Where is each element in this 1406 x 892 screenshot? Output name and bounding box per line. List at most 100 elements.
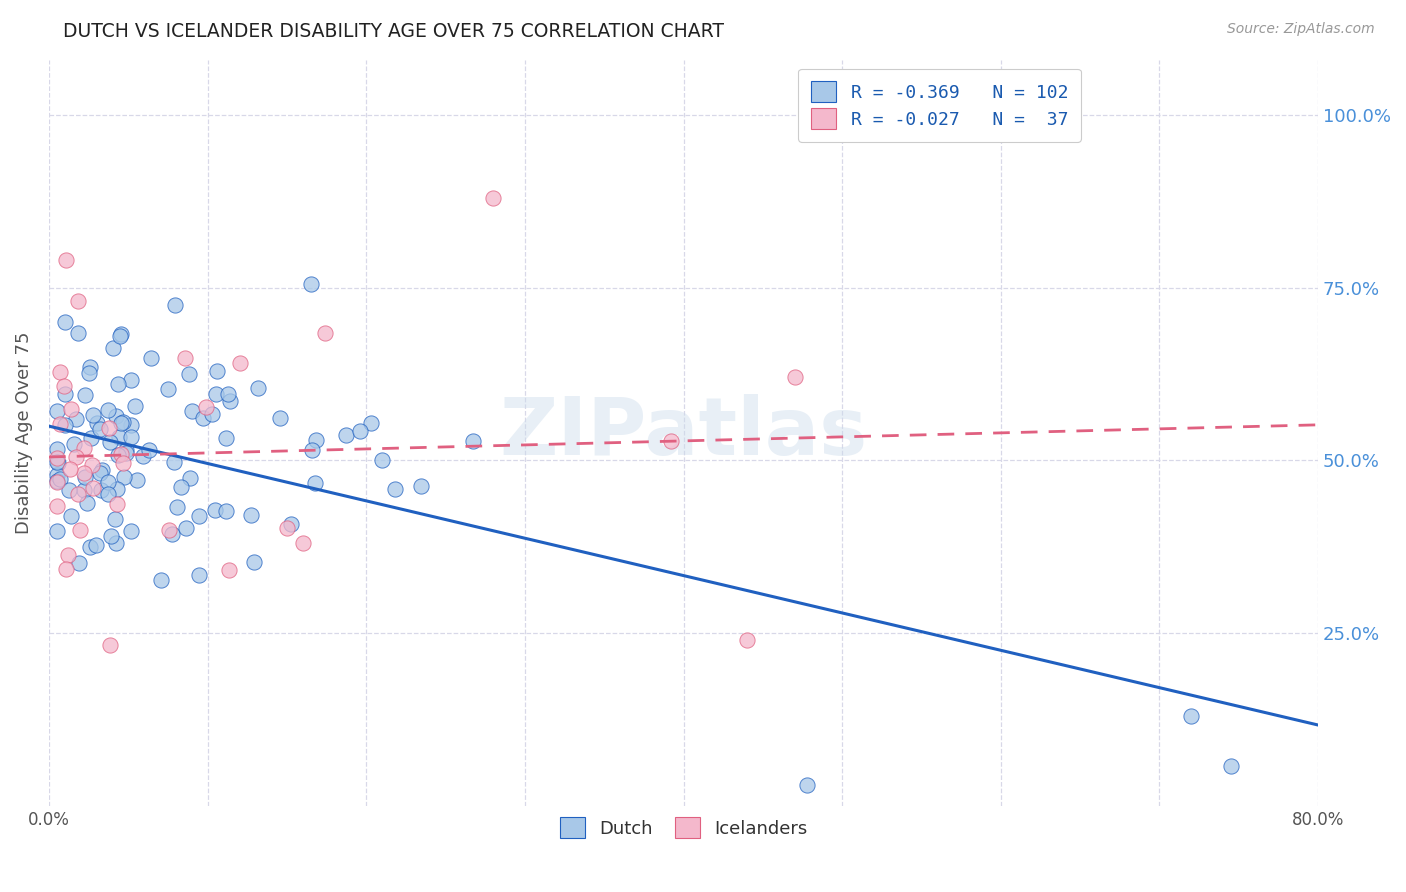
Point bbox=[115, 446, 138, 460]
Point bbox=[100, 529, 122, 543]
Point bbox=[112, 470, 135, 484]
Point bbox=[121, 524, 143, 539]
Point bbox=[101, 341, 124, 355]
Point bbox=[73, 441, 96, 455]
Point bbox=[79, 540, 101, 554]
Point bbox=[67, 556, 90, 570]
Point bbox=[86, 416, 108, 430]
Point bbox=[215, 504, 238, 518]
Point bbox=[67, 326, 90, 340]
Point bbox=[45, 524, 67, 538]
Point bbox=[104, 536, 127, 550]
Point bbox=[411, 479, 433, 493]
Point bbox=[360, 416, 382, 430]
Point bbox=[49, 365, 72, 379]
Point bbox=[127, 473, 149, 487]
Point bbox=[280, 517, 302, 532]
Point bbox=[105, 482, 128, 496]
Point bbox=[269, 411, 291, 425]
Point bbox=[53, 417, 76, 432]
Point bbox=[108, 430, 131, 444]
Point bbox=[384, 482, 406, 496]
Point bbox=[304, 476, 326, 491]
Point bbox=[218, 563, 240, 577]
Legend: Dutch, Icelanders: Dutch, Icelanders bbox=[553, 810, 814, 846]
Point bbox=[179, 368, 201, 382]
Point bbox=[170, 480, 193, 494]
Point bbox=[97, 475, 120, 489]
Point bbox=[55, 562, 77, 576]
Point bbox=[314, 326, 336, 341]
Point bbox=[76, 496, 98, 510]
Point bbox=[160, 526, 183, 541]
Point bbox=[97, 421, 120, 435]
Point bbox=[174, 351, 197, 366]
Point bbox=[56, 548, 79, 562]
Point bbox=[180, 403, 202, 417]
Point bbox=[69, 524, 91, 538]
Point bbox=[156, 382, 179, 396]
Point bbox=[105, 497, 128, 511]
Point bbox=[59, 462, 82, 476]
Point bbox=[66, 294, 89, 309]
Point bbox=[120, 373, 142, 387]
Point bbox=[73, 483, 96, 497]
Point bbox=[188, 509, 211, 524]
Point bbox=[174, 521, 197, 535]
Point bbox=[204, 502, 226, 516]
Y-axis label: Disability Age Over 75: Disability Age Over 75 bbox=[15, 332, 32, 534]
Point bbox=[205, 364, 228, 378]
Point bbox=[80, 431, 103, 445]
Point bbox=[98, 435, 121, 450]
Point bbox=[79, 360, 101, 375]
Point bbox=[58, 483, 80, 498]
Point bbox=[482, 191, 505, 205]
Point bbox=[65, 450, 87, 464]
Point bbox=[45, 499, 67, 513]
Point bbox=[80, 458, 103, 473]
Point bbox=[45, 474, 67, 488]
Point bbox=[53, 315, 76, 329]
Point bbox=[1180, 709, 1202, 723]
Point bbox=[45, 455, 67, 469]
Point bbox=[229, 355, 252, 369]
Point bbox=[139, 351, 162, 365]
Point bbox=[45, 467, 67, 482]
Point bbox=[60, 508, 83, 523]
Point bbox=[217, 387, 239, 401]
Point bbox=[796, 778, 818, 792]
Point bbox=[104, 409, 127, 424]
Point bbox=[55, 252, 77, 267]
Point bbox=[305, 433, 328, 447]
Point bbox=[104, 511, 127, 525]
Point bbox=[89, 466, 111, 480]
Point bbox=[735, 632, 758, 647]
Point bbox=[82, 481, 104, 495]
Point bbox=[48, 472, 70, 486]
Point bbox=[240, 508, 263, 522]
Point bbox=[124, 399, 146, 413]
Point bbox=[349, 424, 371, 438]
Point bbox=[163, 455, 186, 469]
Point bbox=[188, 568, 211, 582]
Point bbox=[73, 470, 96, 484]
Point bbox=[461, 434, 484, 449]
Point bbox=[165, 298, 187, 312]
Point bbox=[110, 327, 132, 342]
Point bbox=[783, 370, 806, 384]
Point bbox=[52, 378, 75, 392]
Point bbox=[60, 401, 83, 416]
Point bbox=[98, 638, 121, 652]
Point bbox=[45, 404, 67, 418]
Point bbox=[111, 415, 134, 429]
Point bbox=[63, 436, 86, 450]
Point bbox=[371, 452, 394, 467]
Point bbox=[72, 466, 94, 480]
Point bbox=[659, 434, 682, 448]
Point bbox=[194, 400, 217, 414]
Point bbox=[110, 447, 132, 461]
Point bbox=[49, 417, 72, 432]
Point bbox=[97, 487, 120, 501]
Point bbox=[46, 457, 69, 471]
Point bbox=[1219, 758, 1241, 772]
